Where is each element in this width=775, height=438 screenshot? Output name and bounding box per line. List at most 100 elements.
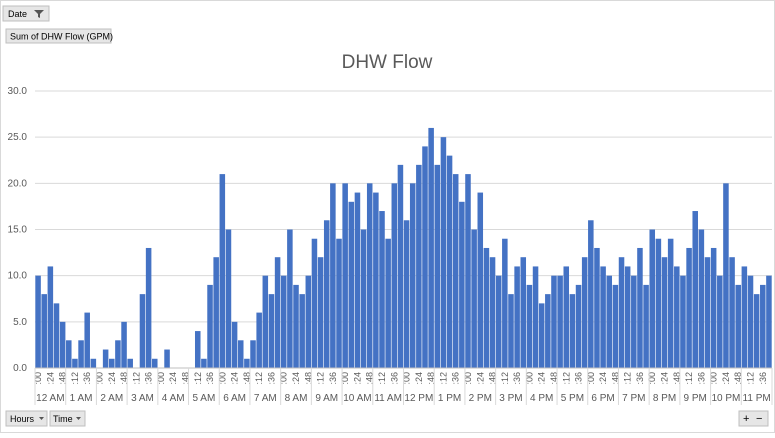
bar [237, 340, 244, 368]
x-tick-label: :24 [45, 372, 55, 385]
bar [250, 340, 256, 368]
bar [661, 257, 668, 368]
bar [360, 229, 367, 368]
x-tick-label: :48 [426, 372, 436, 385]
bar [741, 266, 748, 368]
bar [618, 257, 625, 368]
expand-collapse[interactable]: + − [738, 410, 769, 427]
x-tick-label: :48 [488, 372, 498, 385]
x-group-label: 4 AM [162, 393, 185, 404]
bar [256, 312, 262, 368]
x-tick-label: :12 [500, 372, 510, 385]
bar [72, 358, 78, 368]
y-tick-label: 20.0 [8, 178, 28, 189]
bar [760, 284, 766, 368]
x-tick-label: :12 [254, 372, 264, 385]
x-tick-label: :48 [303, 372, 313, 385]
y-tick-label: 0.0 [13, 363, 27, 374]
x-tick-label: :12 [193, 372, 203, 385]
bar [409, 183, 416, 368]
bar [354, 192, 361, 368]
bar [643, 284, 649, 368]
x-tick-label: :00 [217, 372, 227, 385]
bar [336, 238, 342, 368]
bar [667, 238, 674, 368]
x-tick-label: :24 [414, 372, 424, 385]
x-tick-label: :48 [610, 372, 620, 385]
bar [90, 358, 97, 368]
bar [121, 321, 127, 368]
bar [606, 275, 613, 368]
x-tick-label: :12 [561, 372, 571, 385]
bar [440, 137, 447, 368]
x-tick-label: :00 [340, 372, 350, 385]
row-field-button[interactable]: Hours [5, 410, 48, 427]
x-tick-label: :12 [70, 372, 80, 385]
x-tick-label: :36 [512, 372, 522, 385]
bar [164, 349, 170, 368]
bar [471, 229, 477, 368]
value-field-button[interactable]: Sum of DHW Flow (GPM) [5, 28, 113, 44]
bar [299, 294, 305, 368]
bar [225, 229, 232, 368]
bar [262, 275, 269, 368]
bar [66, 340, 72, 368]
bar [526, 284, 533, 368]
row-field-label: Time [53, 414, 73, 424]
bar [753, 294, 760, 368]
x-group-label: 11 PM [743, 393, 771, 404]
bar [207, 284, 213, 368]
x-tick-label: :12 [377, 372, 387, 385]
x-tick-label: :24 [721, 372, 731, 385]
x-group-label: 12 AM [36, 393, 64, 404]
bar [508, 294, 514, 368]
chart-title: DHW Flow [342, 52, 433, 73]
x-group-label: 7 PM [622, 393, 645, 404]
x-tick-label: :24 [230, 372, 240, 385]
bar [280, 275, 287, 368]
bar [483, 247, 490, 368]
bar [729, 257, 735, 368]
x-tick-label: :24 [660, 372, 670, 385]
bar [569, 294, 576, 368]
x-tick-label: :36 [635, 372, 645, 385]
bar [637, 247, 643, 368]
x-group-label: 8 AM [285, 393, 308, 404]
bar [557, 275, 563, 368]
bar [428, 127, 434, 368]
row-field-button[interactable]: Time [49, 410, 86, 427]
bar [452, 174, 459, 368]
bar [588, 220, 594, 368]
x-group-label: 10 PM [711, 393, 740, 404]
bar [366, 183, 373, 368]
x-tick-label: :48 [672, 372, 682, 385]
x-group-label: 2 PM [469, 393, 492, 404]
bar [631, 275, 637, 368]
x-tick-label: :36 [451, 372, 461, 385]
bar [127, 358, 133, 368]
bar [373, 192, 379, 368]
x-group-label: 3 PM [499, 393, 522, 404]
x-tick-label: :36 [696, 372, 706, 385]
x-group-label: 4 PM [530, 393, 553, 404]
bar [53, 303, 60, 368]
bar [575, 284, 582, 368]
bar [201, 358, 207, 368]
x-tick-label: :12 [684, 372, 694, 385]
x-group-label: 1 PM [438, 393, 461, 404]
filter-button[interactable]: Date [2, 5, 50, 22]
bar [311, 238, 318, 368]
bar [594, 247, 600, 368]
x-tick-label: :36 [144, 372, 154, 385]
x-tick-label: :00 [94, 372, 104, 385]
bar [293, 284, 299, 368]
x-group-label: 9 PM [684, 393, 707, 404]
bar [532, 266, 539, 368]
bar [538, 303, 545, 368]
x-tick-label: :24 [537, 372, 547, 385]
bar [710, 247, 717, 368]
x-tick-label: :00 [709, 372, 719, 385]
bar [704, 257, 711, 368]
bar [268, 294, 275, 368]
bar [231, 321, 238, 368]
